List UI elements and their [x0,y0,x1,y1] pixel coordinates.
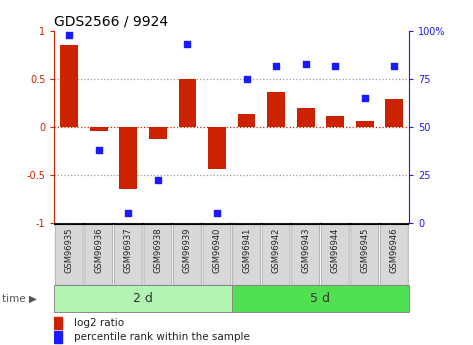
FancyBboxPatch shape [292,224,320,285]
FancyBboxPatch shape [174,224,201,285]
Point [243,76,250,82]
FancyBboxPatch shape [203,224,231,285]
Text: log2 ratio: log2 ratio [74,318,124,328]
Text: 5 d: 5 d [310,292,331,305]
Text: GSM96943: GSM96943 [301,228,310,273]
Bar [326,116,344,127]
Bar [178,79,196,127]
FancyBboxPatch shape [55,224,83,285]
Text: GSM96937: GSM96937 [124,228,133,274]
FancyBboxPatch shape [262,224,290,285]
Point [272,63,280,68]
Text: GSM96942: GSM96942 [272,228,280,273]
Text: time ▶: time ▶ [2,294,37,304]
Bar [297,108,315,127]
Bar [232,285,409,312]
Point [95,147,103,152]
Text: GSM96945: GSM96945 [360,228,369,273]
Bar [208,127,226,169]
Text: GSM96936: GSM96936 [94,228,103,274]
Bar [61,46,78,127]
FancyBboxPatch shape [321,224,349,285]
Text: percentile rank within the sample: percentile rank within the sample [74,332,250,342]
FancyBboxPatch shape [85,224,113,285]
Text: GSM96944: GSM96944 [331,228,340,273]
Bar [90,127,107,131]
Text: GDS2566 / 9924: GDS2566 / 9924 [54,14,168,29]
Text: GSM96939: GSM96939 [183,228,192,273]
Bar [149,127,166,139]
Point [391,63,398,68]
Text: GSM96938: GSM96938 [153,228,162,274]
Text: GSM96946: GSM96946 [390,228,399,273]
Bar [54,331,62,343]
Bar [356,121,374,127]
Bar [54,285,232,312]
Point [302,61,309,66]
Text: GSM96935: GSM96935 [65,228,74,273]
Bar [237,114,255,127]
FancyBboxPatch shape [351,224,379,285]
Bar [119,127,137,189]
FancyBboxPatch shape [233,224,261,285]
Point [65,32,73,38]
Point [124,210,132,216]
FancyBboxPatch shape [380,224,408,285]
Text: GSM96940: GSM96940 [212,228,221,273]
Bar [385,99,403,127]
Bar [267,92,285,127]
Point [361,95,368,101]
Text: GSM96941: GSM96941 [242,228,251,273]
Point [213,210,221,216]
Point [184,42,191,47]
FancyBboxPatch shape [114,224,142,285]
Text: 2 d: 2 d [133,292,153,305]
Point [154,178,162,183]
FancyBboxPatch shape [144,224,172,285]
Bar [54,317,62,329]
Point [332,63,339,68]
